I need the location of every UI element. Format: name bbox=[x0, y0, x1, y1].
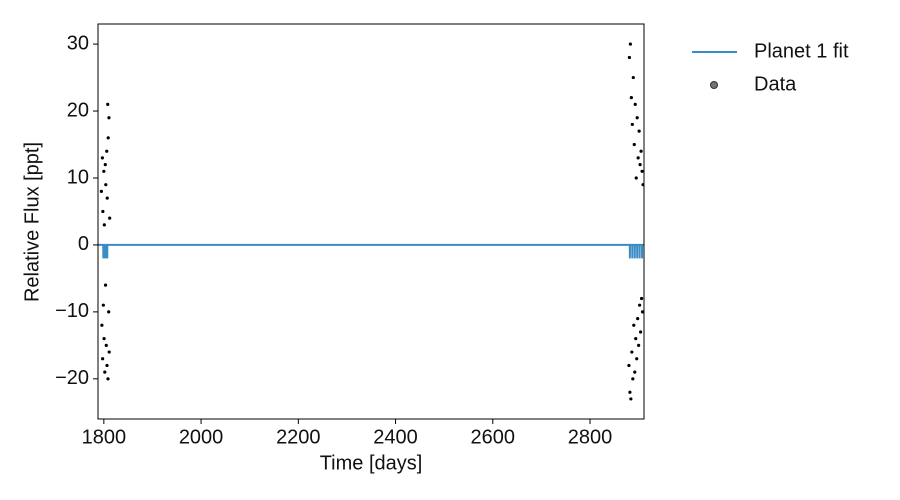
data-point bbox=[105, 363, 109, 368]
data-point bbox=[636, 156, 640, 160]
data-point bbox=[100, 156, 104, 160]
data-point bbox=[633, 370, 637, 374]
data-point bbox=[637, 129, 641, 133]
data-point bbox=[640, 310, 644, 314]
data-point bbox=[634, 176, 638, 180]
data-point bbox=[100, 323, 104, 327]
data-point bbox=[638, 162, 642, 167]
x-tick-label: 2400 bbox=[373, 426, 418, 448]
data-point bbox=[107, 116, 111, 120]
data-point bbox=[632, 323, 636, 327]
data-point bbox=[106, 102, 110, 106]
data-point bbox=[107, 350, 111, 354]
y-tick-label: 10 bbox=[67, 166, 89, 188]
data-point bbox=[632, 142, 636, 147]
data-point bbox=[634, 337, 638, 341]
legend-label: Data bbox=[754, 73, 797, 95]
y-tick-label: 30 bbox=[67, 32, 89, 54]
y-tick-label: −20 bbox=[55, 367, 89, 389]
data-point bbox=[104, 343, 108, 347]
data-point bbox=[640, 169, 644, 173]
data-point bbox=[101, 209, 105, 214]
data-point bbox=[631, 377, 635, 381]
y-tick-label: 20 bbox=[67, 99, 89, 121]
x-axis-label: Time [days] bbox=[320, 452, 423, 474]
data-point bbox=[630, 350, 634, 354]
y-tick-label: 0 bbox=[78, 233, 89, 255]
data-point bbox=[635, 116, 639, 120]
data-point bbox=[637, 343, 641, 347]
data-point bbox=[630, 122, 634, 127]
x-tick-label: 1800 bbox=[82, 426, 127, 448]
y-axis-label: Relative Flux [ppt] bbox=[21, 142, 43, 302]
data-point bbox=[105, 196, 109, 200]
data-point bbox=[107, 310, 111, 314]
data-point bbox=[638, 330, 643, 334]
data-point bbox=[639, 296, 644, 301]
plot-frame bbox=[97, 23, 645, 420]
data-point bbox=[106, 377, 110, 381]
data-point bbox=[628, 390, 632, 394]
data-point bbox=[639, 149, 643, 153]
data-point bbox=[106, 136, 110, 140]
data-point bbox=[627, 363, 631, 368]
y-tick-label: −10 bbox=[55, 300, 89, 322]
data-point bbox=[102, 169, 106, 173]
data-point bbox=[101, 303, 105, 307]
legend-marker bbox=[710, 81, 718, 89]
x-tick-label: 2800 bbox=[568, 426, 613, 448]
x-tick-label: 2600 bbox=[471, 426, 516, 448]
data-point bbox=[638, 303, 642, 307]
data-point bbox=[103, 283, 108, 287]
data-point bbox=[636, 316, 640, 321]
data-point bbox=[641, 183, 644, 187]
data-point bbox=[629, 397, 633, 401]
data-point bbox=[102, 337, 106, 341]
data-point bbox=[103, 370, 107, 374]
data-point bbox=[635, 357, 639, 361]
fit-line bbox=[98, 243, 644, 259]
legend-label: Planet 1 fit bbox=[754, 40, 849, 62]
data-point bbox=[105, 149, 109, 153]
x-tick-label: 2000 bbox=[179, 426, 224, 448]
data-point bbox=[628, 42, 632, 46]
data-point bbox=[99, 189, 104, 193]
data-point bbox=[629, 96, 633, 100]
data-point bbox=[631, 75, 635, 80]
data-point bbox=[102, 223, 106, 227]
data-point bbox=[108, 216, 112, 220]
data-point bbox=[103, 162, 107, 167]
data-point bbox=[101, 357, 105, 361]
data-point bbox=[104, 183, 108, 187]
data-point bbox=[633, 102, 637, 106]
x-tick-label: 2200 bbox=[276, 426, 321, 448]
data-point bbox=[627, 55, 632, 60]
